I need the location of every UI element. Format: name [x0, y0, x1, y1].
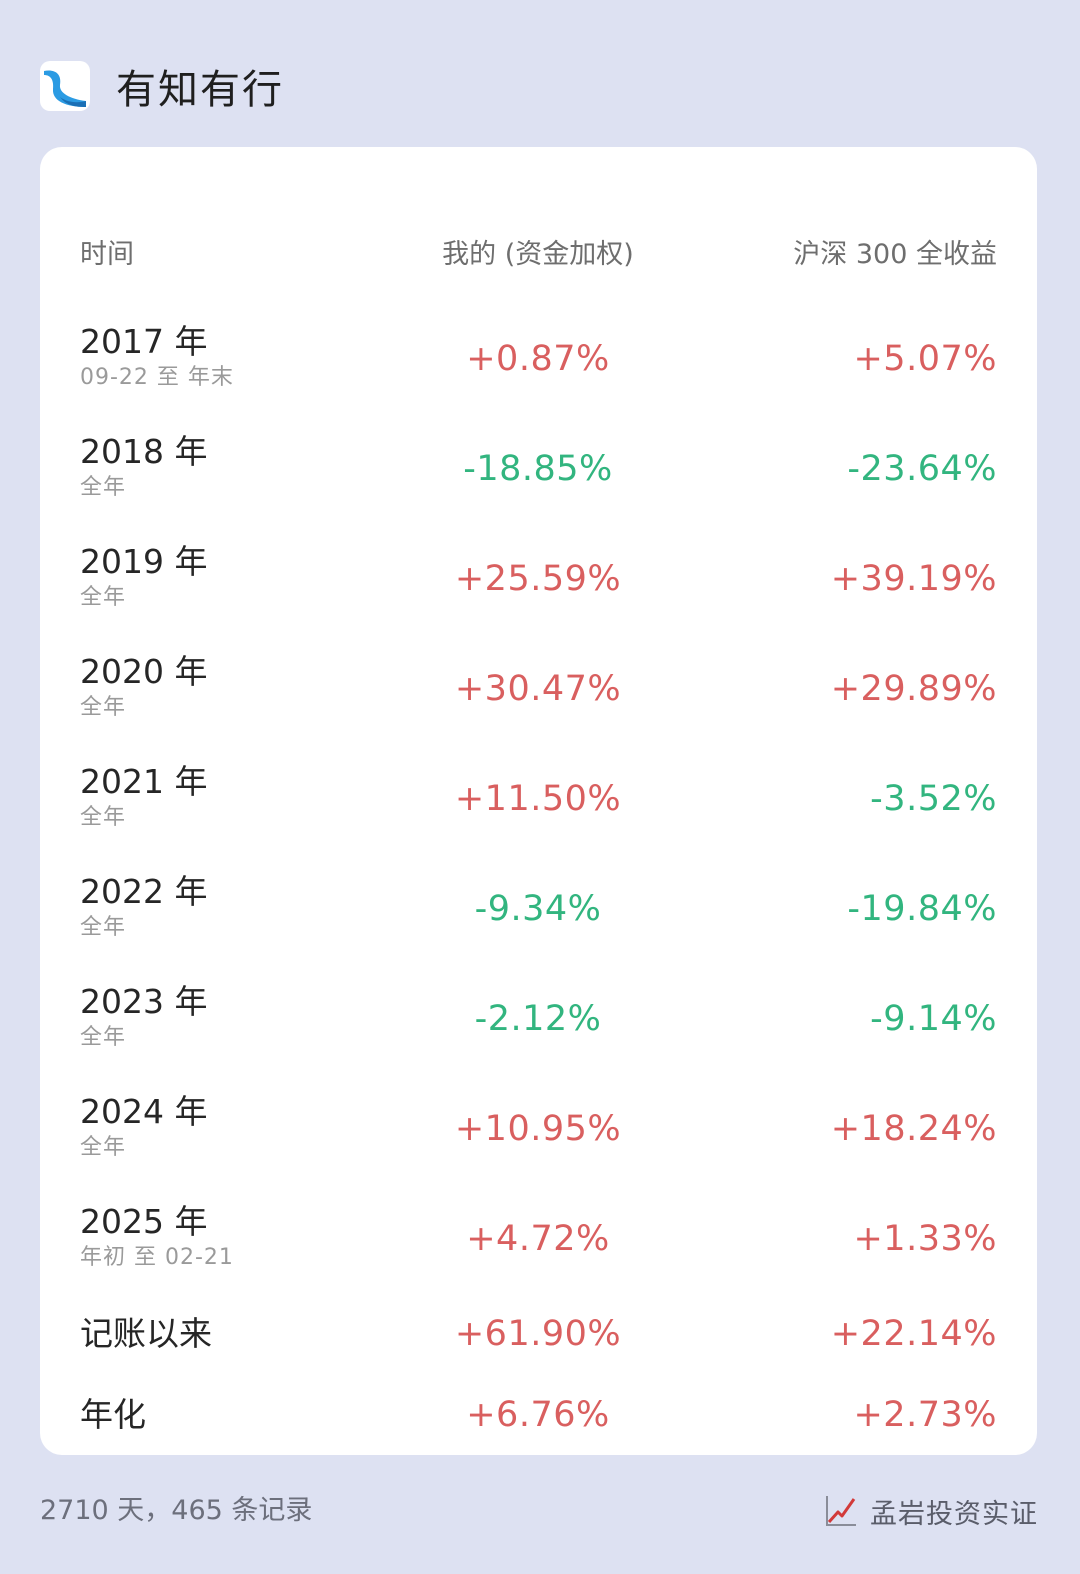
year-row: 2021 年全年 +11.50% -3.52% [40, 762, 1037, 872]
brand-name: 孟岩投资实证 [870, 1498, 1038, 1530]
app-logo-icon [40, 61, 90, 111]
brand-signature: 孟岩投资实证 [824, 1490, 1038, 1532]
period-label: 全年 [80, 915, 127, 940]
summary-row-total: 记账以来 +61.90% +22.14% [40, 1311, 1037, 1421]
period-label: 年初 至 02-21 [80, 1245, 234, 1270]
year-label: 2024 年 [80, 1092, 208, 1131]
period-label: 全年 [80, 475, 127, 500]
mine-return-value: +4.72% [466, 1219, 610, 1259]
year-row: 2017 年 09-22 至 年末 +0.87% +5.07% [40, 322, 1037, 432]
year-row: 2020 年全年 +30.47% +29.89% [40, 652, 1037, 762]
year-label: 2018 年 [80, 432, 208, 471]
mine-return-value: +25.59% [454, 559, 622, 599]
summary-mine-value: +6.76% [466, 1395, 610, 1435]
period-label: 全年 [80, 1025, 127, 1050]
index-return-value: -23.64% [847, 449, 997, 489]
period-label: 09-22 至 年末 [80, 365, 234, 390]
period-label: 全年 [80, 1135, 127, 1160]
summary-index-value: +2.73% [853, 1395, 997, 1435]
year-row: 2023 年全年 -2.12% -9.14% [40, 982, 1037, 1092]
summary-row-annualized: 年化 +6.76% +2.73% [40, 1392, 1037, 1502]
year-row: 2018 年全年 -18.85% -23.64% [40, 432, 1037, 542]
mine-return-value: -18.85% [463, 449, 613, 489]
trend-chart-icon [824, 1494, 858, 1528]
table-header: 时间 我的 (资金加权) 沪深 300 全收益 [40, 232, 1037, 278]
index-return-value: +39.19% [830, 559, 997, 599]
summary-index-value: +22.14% [830, 1314, 997, 1354]
mine-return-value: +30.47% [454, 669, 622, 709]
summary-mine-value: +61.90% [454, 1314, 622, 1354]
year-row: 2025 年年初 至 02-21 +4.72% +1.33% [40, 1202, 1037, 1312]
summary-label: 记账以来 [80, 1314, 212, 1353]
year-label: 2025 年 [80, 1202, 208, 1241]
header-index: 沪深 300 全收益 [793, 239, 997, 270]
index-return-value: +18.24% [830, 1109, 997, 1149]
mine-return-value: +10.95% [454, 1109, 622, 1149]
index-return-value: -9.14% [870, 999, 997, 1039]
year-row: 2022 年全年 -9.34% -19.84% [40, 872, 1037, 982]
period-label: 全年 [80, 585, 127, 610]
year-label: 2017 年 [80, 322, 208, 361]
period-label: 全年 [80, 805, 127, 830]
year-label: 2021 年 [80, 762, 208, 801]
app-header: 有知有行 [40, 58, 284, 114]
year-label: 2023 年 [80, 982, 208, 1021]
year-label: 2022 年 [80, 872, 208, 911]
mine-return-value: -2.12% [474, 999, 602, 1039]
record-stats: 2710 天，465 条记录 [40, 1495, 313, 1526]
returns-card: 时间 我的 (资金加权) 沪深 300 全收益 2017 年 09-22 至 年末… [40, 147, 1037, 1455]
period-label: 全年 [80, 695, 127, 720]
mine-return-value: -9.34% [474, 889, 602, 929]
mine-return-value: +11.50% [454, 779, 622, 819]
index-return-value: +1.33% [853, 1219, 997, 1259]
header-mine: 我的 (资金加权) [442, 239, 634, 270]
year-row: 2024 年全年 +10.95% +18.24% [40, 1092, 1037, 1202]
summary-label: 年化 [80, 1395, 146, 1434]
year-row: 2019 年全年 +25.59% +39.19% [40, 542, 1037, 652]
mine-return-value: +0.87% [466, 339, 610, 379]
index-return-value: +5.07% [853, 339, 997, 379]
app-title: 有知有行 [116, 67, 284, 113]
index-return-value: +29.89% [830, 669, 997, 709]
year-label: 2019 年 [80, 542, 208, 581]
header-time: 时间 [80, 239, 134, 270]
year-label: 2020 年 [80, 652, 208, 691]
index-return-value: -3.52% [870, 779, 997, 819]
index-return-value: -19.84% [847, 889, 997, 929]
